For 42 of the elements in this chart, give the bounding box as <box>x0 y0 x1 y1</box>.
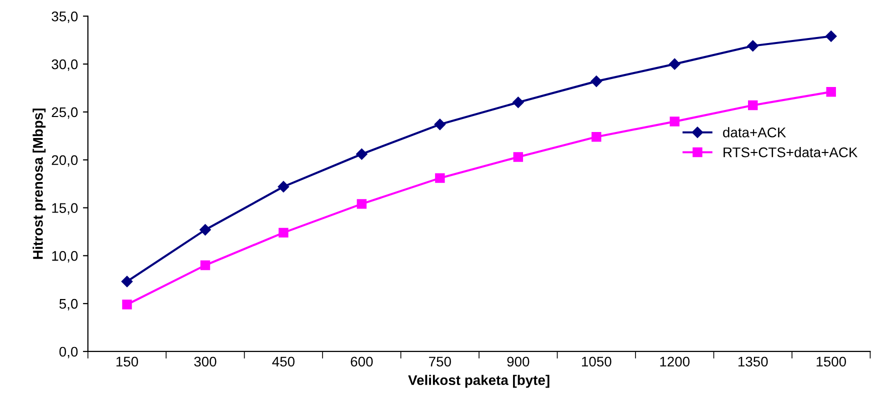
point <box>747 40 758 52</box>
x-tick-label: 450 <box>272 356 295 367</box>
x-tick-label: 1500 <box>816 356 846 367</box>
point <box>122 300 132 310</box>
point <box>121 276 133 288</box>
point <box>669 58 680 70</box>
point <box>670 116 680 126</box>
y-tick-label: 5,0 <box>59 298 78 310</box>
y-tick-label: 15,0 <box>52 203 78 215</box>
x-tick-label: 150 <box>116 356 138 367</box>
point <box>826 86 836 97</box>
point <box>356 148 368 160</box>
y-tick-label: 20,0 <box>52 155 78 167</box>
point <box>200 224 211 236</box>
x-tick-label: 600 <box>350 356 373 367</box>
x-tick-label: 1050 <box>582 356 612 367</box>
point <box>356 199 367 209</box>
point <box>592 132 602 142</box>
point <box>435 173 445 183</box>
legend-label: RTS+CTS+data+ACK <box>724 147 858 158</box>
x-axis-title: Velikost paketa [byte] <box>408 374 550 388</box>
x-tick-label: 1350 <box>738 356 768 367</box>
point <box>825 30 837 42</box>
y-axis-title: Hitrost prenosa [Mbps] <box>32 108 46 259</box>
legend-label: data+ACK <box>723 127 786 138</box>
point <box>590 76 602 87</box>
x-tick-label: 900 <box>507 356 530 367</box>
point <box>278 181 290 192</box>
y-tick-label: 30,0 <box>52 59 78 71</box>
y-tick-label: 0,0 <box>59 346 78 358</box>
point <box>434 118 446 130</box>
point <box>278 228 288 238</box>
point <box>513 152 524 162</box>
y-tick-label: 10,0 <box>52 251 78 262</box>
point <box>748 100 758 110</box>
point <box>512 96 524 108</box>
x-tick-label: 750 <box>429 356 451 367</box>
point <box>200 260 210 270</box>
x-tick-label: 300 <box>194 356 216 367</box>
y-tick-label: 35,0 <box>52 11 78 23</box>
y-tick-label: 25,0 <box>52 107 78 119</box>
x-tick-label: 1200 <box>660 356 690 367</box>
